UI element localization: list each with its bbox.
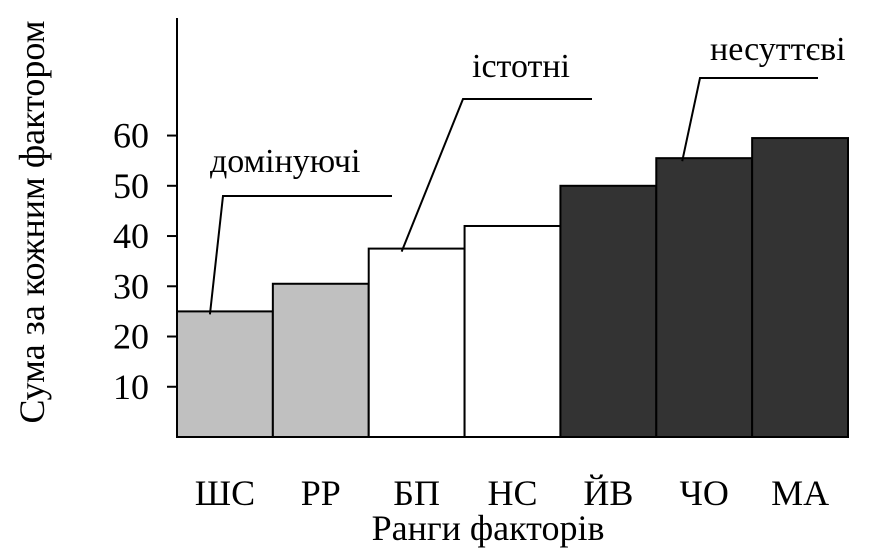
annotation-label: домінуючі [210,143,360,180]
x-tick-label: ШС [195,473,255,513]
y-axis-title: Сума за кожним фактором [12,21,52,424]
y-tick-label: 20 [113,317,149,357]
y-tick-label: 10 [113,367,149,407]
annotation-leader-line [681,77,818,162]
bar-НС [463,224,562,438]
y-tick-label: 50 [113,166,149,206]
x-tick-label: ЙВ [583,473,633,513]
bar-РР [271,282,370,438]
bars-group [176,137,850,439]
bar-ЙВ [559,184,658,438]
y-ticks-group: 10 20 30 40 50 60 [113,116,177,407]
annotation-label: несуттєві [710,31,846,68]
annotations-group: домінуючі істотні несуттєві [208,31,846,315]
x-tick-label: РР [301,473,341,513]
x-tick-label: БП [393,473,440,513]
bar-ШС [176,310,274,438]
bar-БП [367,247,466,438]
x-tick-labels-group: ШС РР БП НС ЙВ ЧО МА [195,473,829,513]
y-tick-label: 40 [113,216,149,256]
annotation-leader-line [208,195,392,315]
x-tick-label: ЧО [680,473,729,513]
y-tick-label: 30 [113,266,149,306]
annotation-label: істотні [472,48,570,85]
x-tick-label: МА [771,473,829,513]
x-axis-title: Ранги факторів [372,508,605,548]
bar-ЧО [655,157,754,438]
y-tick-label: 60 [113,116,149,156]
bar-МА [751,137,850,439]
x-tick-label: НС [487,473,537,513]
annotation-leader-line [400,98,592,252]
